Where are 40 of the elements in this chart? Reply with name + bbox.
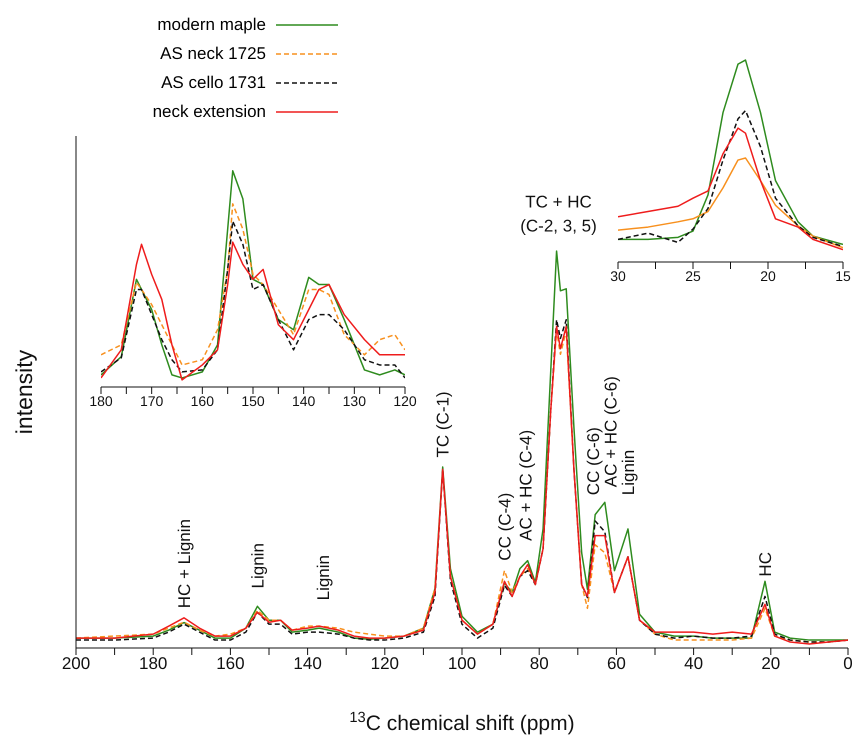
annotation: AC + HC (C-6) — [602, 376, 621, 488]
annotation: Lignin — [314, 554, 334, 600]
annotation: HC + Lignin — [175, 519, 194, 608]
x-tick-label: 180 — [139, 654, 168, 674]
x-tick-label: 120 — [393, 392, 417, 409]
legend-label: AS neck 1725 — [160, 44, 266, 64]
x-tick-label: 30 — [610, 268, 626, 284]
x-axis-title: $^{13}$C chemical shift (ppm) — [349, 710, 575, 735]
text: (C-2, 3, 5) — [520, 216, 597, 236]
x-tick-label: 150 — [241, 392, 265, 409]
y-axis-title: intensity — [11, 349, 38, 434]
annotation: CC (C-4) — [495, 492, 514, 561]
x-tick-label: 40 — [684, 654, 704, 674]
x-tick-label: 170 — [140, 392, 164, 409]
annotation: TC (C-1) — [434, 391, 453, 458]
annotation: Lignin — [248, 543, 268, 588]
annotation: CC (C-6) — [584, 427, 604, 496]
x-tick-label: 100 — [448, 654, 476, 674]
x-tick-label: 0 — [843, 654, 853, 674]
annotation: Lignin — [618, 450, 638, 496]
annotation: AC + HC (C-4) — [516, 430, 536, 541]
x-tick-label: 160 — [190, 392, 214, 409]
x-tick-label: 20 — [760, 268, 776, 284]
x-tick-label: 140 — [292, 392, 316, 409]
x-tick-label: 160 — [216, 654, 245, 674]
x-tick-label: 25 — [685, 268, 701, 284]
annotation: HC — [756, 552, 776, 577]
x-tick-label: 80 — [530, 654, 549, 674]
text: TC + HC — [525, 192, 592, 212]
x-tick-label: 200 — [62, 654, 90, 674]
x-tick-label: 130 — [342, 392, 366, 409]
legend-label: modern maple — [157, 14, 266, 34]
legend-label: AS cello 1731 — [161, 72, 266, 92]
x-tick-label: 20 — [761, 654, 780, 674]
x-tick-label: 120 — [370, 654, 399, 674]
x-tick-label: 60 — [606, 654, 626, 674]
x-tick-label: 140 — [293, 654, 322, 674]
legend-label: neck extension — [152, 102, 266, 122]
x-tick-label: 15 — [835, 268, 851, 284]
x-tick-label: 180 — [89, 392, 113, 409]
